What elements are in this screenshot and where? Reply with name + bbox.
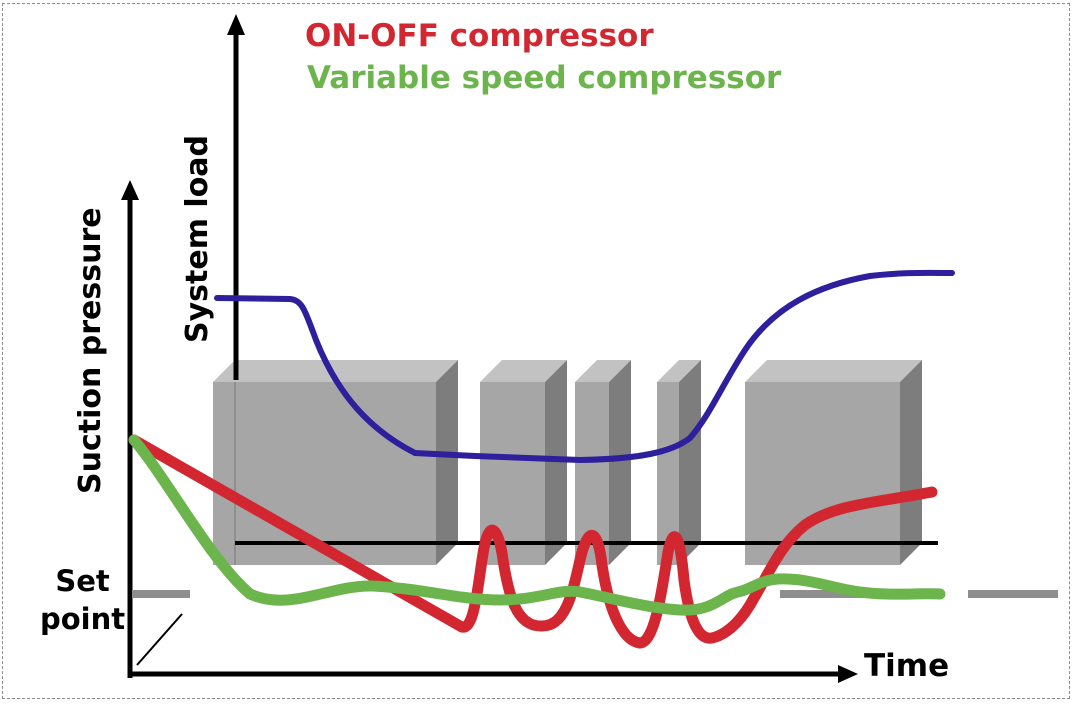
compressor-on-blocks xyxy=(213,360,922,565)
compressor-block-4 xyxy=(657,360,701,565)
y-axis-system-load-label: System load xyxy=(180,134,215,343)
system-load-curve xyxy=(214,269,955,464)
setpoint-label: Set point xyxy=(40,562,125,638)
setpoint-label-line1: Set xyxy=(55,564,110,598)
compressor-block-5 xyxy=(745,360,922,565)
x-axis-time-label: Time xyxy=(864,648,950,684)
origin-tick xyxy=(136,613,183,666)
figure-frame xyxy=(2,3,1070,699)
onoff-curve xyxy=(128,434,938,649)
system-load-axis-arrow xyxy=(227,14,245,35)
time-axis-arrow xyxy=(838,665,858,683)
legend-onoff-label: ON-OFF compressor xyxy=(305,18,654,54)
y-axis-suction-pressure-label: Suction pressure xyxy=(73,207,108,494)
compressor-block-1 xyxy=(213,360,458,565)
legend-varspeed-label: Variable speed compressor xyxy=(307,60,782,96)
varspeed-curve xyxy=(128,434,946,616)
setpoint-label-line2: point xyxy=(40,602,126,636)
suction-pressure-axis-arrow xyxy=(121,180,139,200)
